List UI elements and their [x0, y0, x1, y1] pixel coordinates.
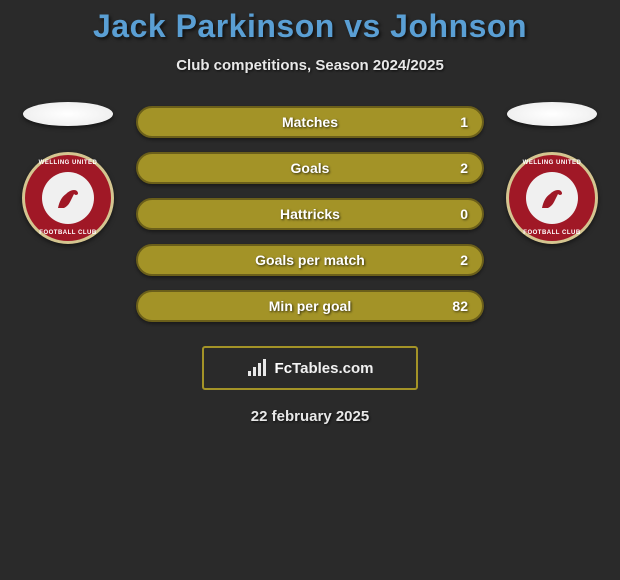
content-row: WELLING UNITED FOOTBALL CLUB Matches 1 G…	[0, 102, 620, 322]
player-right-column: WELLING UNITED FOOTBALL CLUB	[502, 102, 602, 244]
comparison-card: Jack Parkinson vs Johnson Club competiti…	[0, 0, 620, 425]
stat-row-matches: Matches 1	[136, 106, 484, 138]
stat-row-min-per-goal: Min per goal 82	[136, 290, 484, 322]
stat-row-goals: Goals 2	[136, 152, 484, 184]
stat-right-value: 0	[438, 206, 468, 222]
player-left-column: WELLING UNITED FOOTBALL CLUB	[18, 102, 118, 244]
club-badge-bottom-text: FOOTBALL CLUB	[39, 230, 96, 236]
stat-row-goals-per-match: Goals per match 2	[136, 244, 484, 276]
player-right-placeholder	[507, 102, 597, 126]
club-badge-left: WELLING UNITED FOOTBALL CLUB	[22, 152, 114, 244]
club-badge-top-text: WELLING UNITED	[523, 160, 582, 166]
subtitle: Club competitions, Season 2024/2025	[0, 57, 620, 74]
stat-right-value: 1	[438, 114, 468, 130]
stat-label: Goals	[182, 160, 438, 176]
stat-row-hattricks: Hattricks 0	[136, 198, 484, 230]
brand-suffix: Tables.com	[292, 360, 373, 377]
brand-prefix: Fc	[275, 360, 293, 377]
club-badge-bottom-text: FOOTBALL CLUB	[523, 230, 580, 236]
stat-right-value: 82	[438, 298, 468, 314]
club-badge-inner	[42, 172, 94, 224]
stat-label: Min per goal	[182, 298, 438, 314]
player-left-placeholder	[23, 102, 113, 126]
horse-icon	[50, 180, 86, 216]
stat-right-value: 2	[438, 252, 468, 268]
club-badge-inner	[526, 172, 578, 224]
stat-label: Matches	[182, 114, 438, 130]
bars-icon	[247, 359, 269, 377]
stat-right-value: 2	[438, 160, 468, 176]
brand-box[interactable]: FcTables.com	[202, 346, 418, 390]
club-badge-top-text: WELLING UNITED	[39, 160, 98, 166]
page-title: Jack Parkinson vs Johnson	[0, 8, 620, 45]
horse-icon	[534, 180, 570, 216]
club-badge-right: WELLING UNITED FOOTBALL CLUB	[506, 152, 598, 244]
stats-column: Matches 1 Goals 2 Hattricks 0 Goals per …	[136, 102, 484, 322]
stat-label: Hattricks	[182, 206, 438, 222]
stat-label: Goals per match	[182, 252, 438, 268]
footer-date: 22 february 2025	[0, 408, 620, 425]
brand-text: FcTables.com	[275, 360, 374, 377]
